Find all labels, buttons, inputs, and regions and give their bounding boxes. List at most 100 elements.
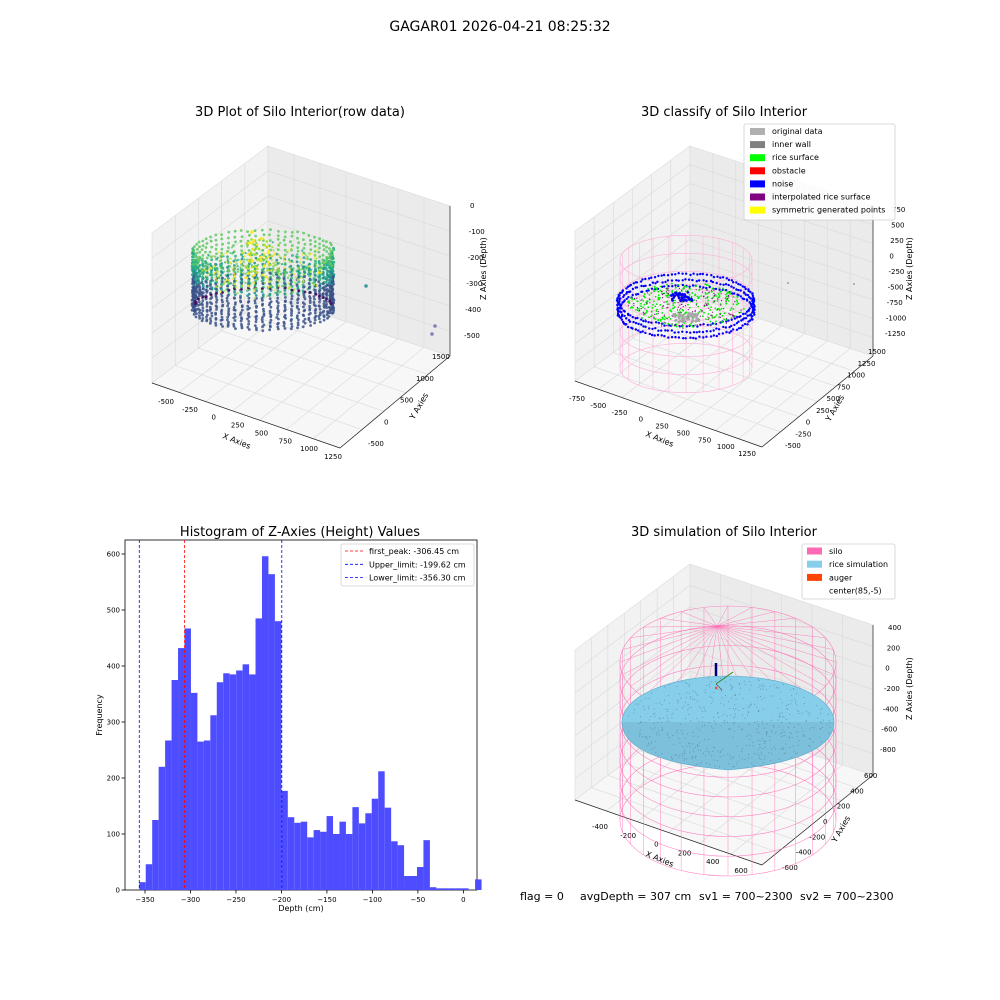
rice-grid-point [734,721,736,724]
interpolated-point [695,304,697,306]
wall-point [195,251,199,255]
interpolated-point [713,294,716,297]
noise-point [681,272,684,275]
wall-point [331,311,334,315]
rice-grid-point [780,698,782,700]
tick-label: -800 [880,746,896,754]
rice-grid-point [794,753,797,755]
rice-grid-point [770,695,772,697]
rice-grid-point [777,707,779,709]
surface-point [287,258,290,261]
rice-grid-point [785,743,787,745]
rice-grid-point [703,709,705,711]
noise-point [644,284,647,287]
surface-point [318,267,321,270]
histogram-bar [365,813,372,890]
noise-point [650,333,654,337]
noise-point [744,312,747,315]
auger-arm [715,683,723,691]
rice-grid-point [652,713,654,715]
rice-surface-point [691,292,694,294]
rice-grid-point [697,694,699,696]
rice-surface-point [642,306,644,309]
surface-point [271,246,274,249]
surface-point [276,279,280,282]
rice-surface-point [642,295,645,298]
rice-surface-point [688,294,691,296]
rice-grid-point [692,698,694,700]
tick-label: -750 [887,299,903,307]
noise-point [684,337,687,340]
tick-label: 400 [888,624,901,632]
wall-point [219,273,223,277]
floor-grid-line [286,338,399,430]
rice-grid-point [713,759,716,761]
legend-label: symmetric generated points [772,206,885,215]
rice-surface-point [708,317,710,319]
x-tick-label: 0 [461,896,465,904]
panel4-x-axis-label: X Axies [644,850,675,869]
interpolated-point [707,316,709,318]
rice-grid-point [813,727,815,729]
rice-surface-point [710,306,712,308]
wall-point [261,299,264,302]
surface-point [234,285,237,288]
wall-point [295,306,299,309]
histogram-bar [203,740,211,890]
legend-swatch [750,154,765,162]
peak-point [266,251,270,255]
histogram-bar [429,887,437,890]
noise-point [737,288,740,292]
histogram-bar [300,821,308,890]
noise-point [620,318,624,321]
rice-surface-point [638,308,641,310]
rice-grid-point [702,716,704,718]
rice-surface-point [675,290,678,293]
peak-point [259,256,263,259]
rice-surface-point [688,306,691,309]
x-axis-line [151,382,341,449]
noise-point [654,321,658,324]
wall-point [234,254,237,258]
tick-label: -300 [466,280,482,288]
rice-grid-point [781,712,783,714]
rice-surface-point [666,324,669,327]
histogram-bar [281,790,288,890]
peak-point [248,253,252,257]
interpolated-point [681,326,683,328]
rice-grid-point [812,741,814,743]
floor-grid-line [244,313,429,375]
wall-point [194,277,197,280]
rice-grid-point [763,685,765,687]
surface-point [244,251,247,255]
noise-point [618,310,622,313]
floor-grid-line [312,347,425,439]
noise-point [627,319,631,322]
interpolated-point [731,314,733,316]
surface-point [226,281,229,284]
wall-point [198,274,202,278]
surface-point [219,263,222,266]
surface-point [208,272,211,275]
rice-surface-point [650,315,652,318]
status-avg-depth: avgDepth = 307 cm [580,890,691,903]
tick-label: 600 [864,772,877,780]
wall-point [220,310,223,314]
rice-grid-point [762,688,764,690]
wall-point [318,292,321,295]
rice-grid-point [652,728,654,730]
legend-swatch [807,547,822,555]
rice-grid-point [774,748,776,750]
wall-point [313,235,316,239]
peak-point [259,237,263,240]
rice-surface-point [675,323,678,326]
rice-grid-point [664,686,666,688]
rice-grid-point [783,716,785,718]
rice-grid-point [661,727,663,729]
rice-grid-point [637,703,639,705]
noise-point [743,322,747,326]
rice-grid-point [677,699,679,701]
wall-point [276,313,279,316]
wall-point [233,303,237,306]
noise-cluster-point [681,293,684,297]
